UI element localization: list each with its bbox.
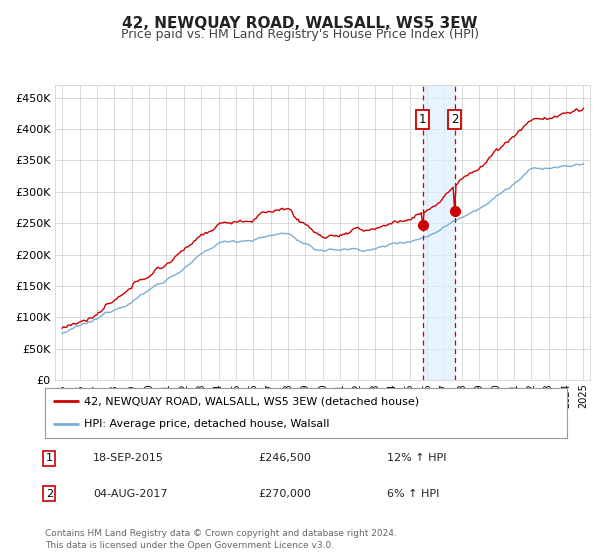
Text: £270,000: £270,000 [258, 489, 311, 499]
Text: 1: 1 [46, 453, 53, 463]
Text: 6% ↑ HPI: 6% ↑ HPI [387, 489, 439, 499]
Text: 2: 2 [46, 489, 53, 499]
Text: £246,500: £246,500 [258, 453, 311, 463]
Text: 18-SEP-2015: 18-SEP-2015 [93, 453, 164, 463]
Bar [423, 85, 455, 380]
Text: 1: 1 [419, 113, 427, 126]
Text: 42, NEWQUAY ROAD, WALSALL, WS5 3EW (detached house): 42, NEWQUAY ROAD, WALSALL, WS5 3EW (deta… [84, 396, 419, 406]
Text: Price paid vs. HM Land Registry's House Price Index (HPI): Price paid vs. HM Land Registry's House … [121, 28, 479, 41]
Text: 12% ↑ HPI: 12% ↑ HPI [387, 453, 446, 463]
Text: 42, NEWQUAY ROAD, WALSALL, WS5 3EW: 42, NEWQUAY ROAD, WALSALL, WS5 3EW [122, 16, 478, 31]
Text: 2: 2 [451, 113, 458, 126]
Text: 04-AUG-2017: 04-AUG-2017 [93, 489, 167, 499]
Text: Contains HM Land Registry data © Crown copyright and database right 2024.
This d: Contains HM Land Registry data © Crown c… [45, 529, 397, 550]
Text: HPI: Average price, detached house, Walsall: HPI: Average price, detached house, Wals… [84, 419, 329, 430]
